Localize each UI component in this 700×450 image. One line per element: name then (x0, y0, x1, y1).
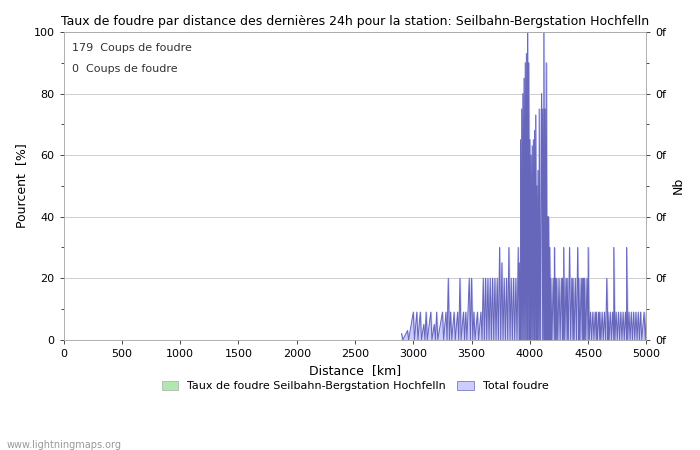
Title: Taux de foudre par distance des dernières 24h pour la station: Seilbahn-Bergstat: Taux de foudre par distance des dernière… (61, 15, 649, 28)
Legend: Taux de foudre Seilbahn-Bergstation Hochfelln, Total foudre: Taux de foudre Seilbahn-Bergstation Hoch… (158, 376, 553, 396)
Text: 179  Coups de foudre: 179 Coups de foudre (72, 43, 193, 53)
X-axis label: Distance  [km]: Distance [km] (309, 364, 401, 378)
Y-axis label: Nb: Nb (672, 177, 685, 194)
Y-axis label: Pourcent  [%]: Pourcent [%] (15, 144, 28, 228)
Text: www.lightningmaps.org: www.lightningmaps.org (7, 440, 122, 450)
Text: 0  Coups de foudre: 0 Coups de foudre (72, 64, 178, 74)
